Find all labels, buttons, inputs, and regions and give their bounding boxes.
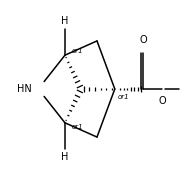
Text: O: O bbox=[139, 35, 147, 45]
Text: O: O bbox=[158, 96, 166, 106]
Text: H: H bbox=[61, 152, 69, 162]
Text: or1: or1 bbox=[72, 124, 84, 130]
Text: H: H bbox=[61, 16, 69, 26]
Text: or1: or1 bbox=[72, 48, 84, 54]
Text: or1: or1 bbox=[118, 94, 129, 100]
Text: HN: HN bbox=[17, 84, 31, 94]
